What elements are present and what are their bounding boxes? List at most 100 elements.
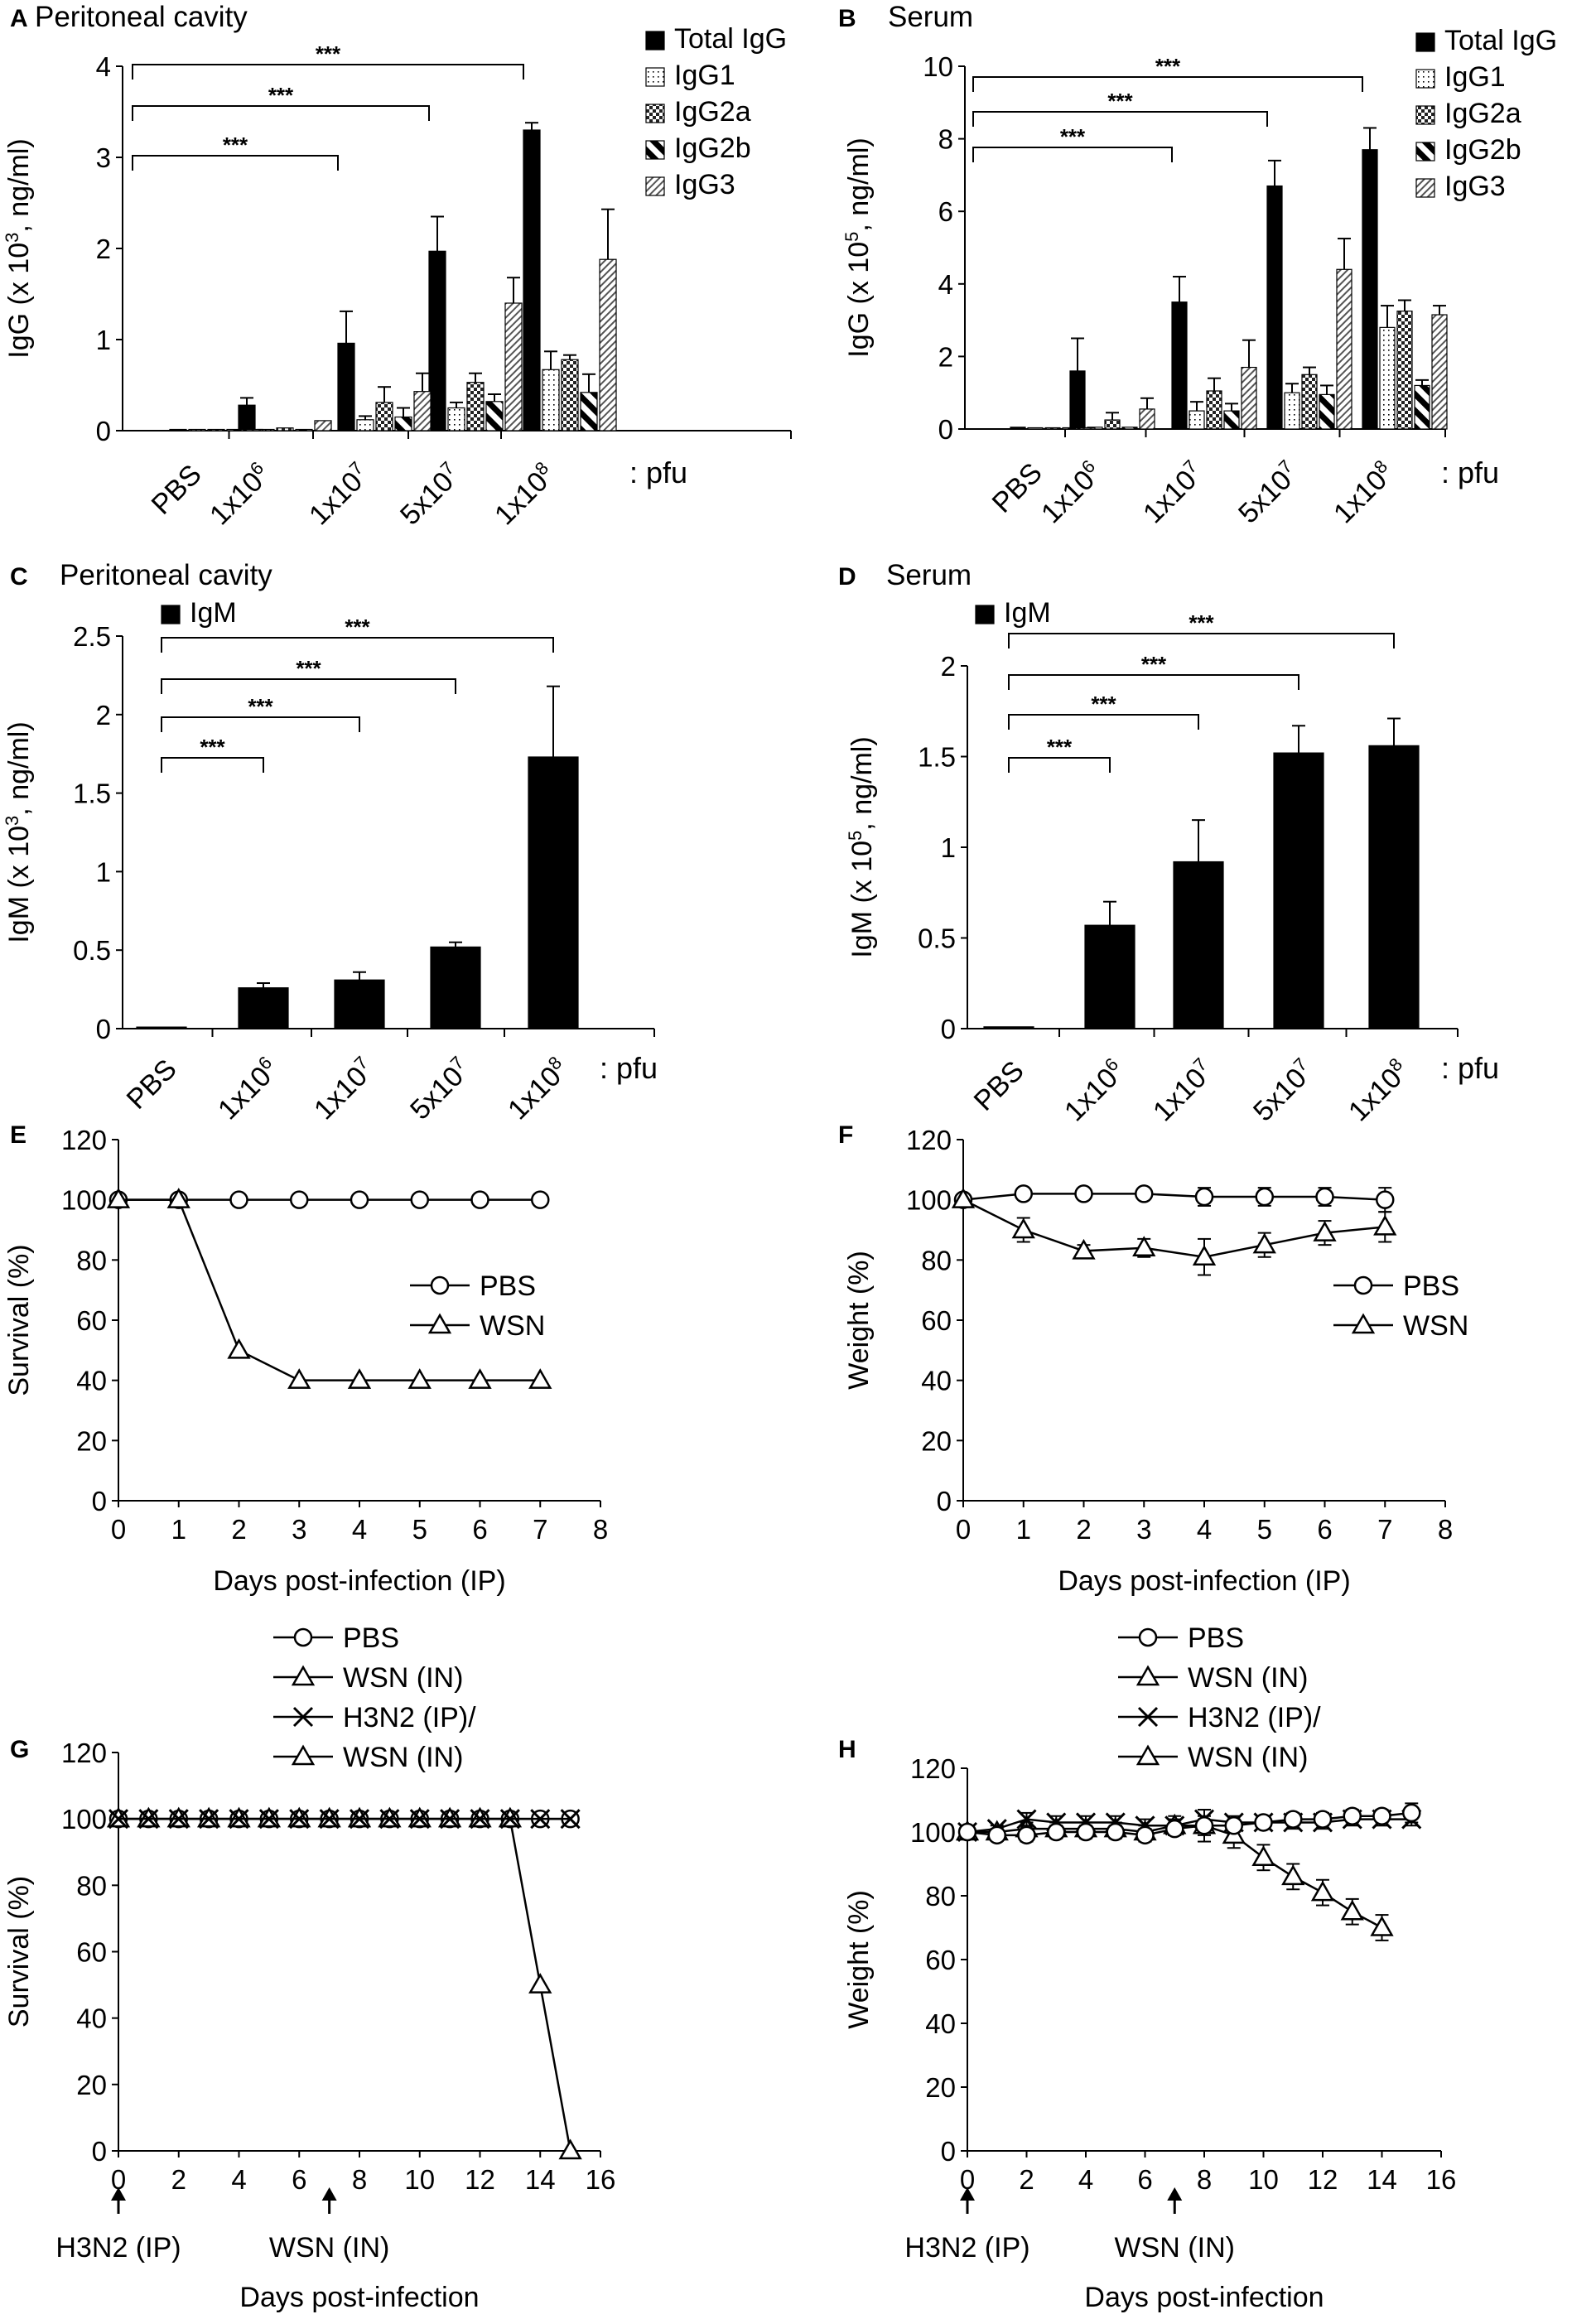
data-point bbox=[560, 1809, 581, 1830]
y-tick-label: 80 bbox=[925, 1881, 956, 1912]
bar bbox=[337, 342, 355, 431]
significance-bracket bbox=[132, 64, 524, 80]
data-point bbox=[957, 1822, 977, 1842]
bar bbox=[1104, 419, 1121, 430]
y-tick-label: 60 bbox=[921, 1305, 952, 1336]
y-axis-label: IgM (x 105, ng/ml) bbox=[845, 736, 879, 957]
significance-label: *** bbox=[1107, 89, 1133, 113]
y-tick-label: 100 bbox=[61, 1804, 107, 1834]
legend-label: WSN bbox=[1403, 1310, 1468, 1342]
data-point bbox=[291, 1744, 316, 1766]
y-tick-label: 2 bbox=[96, 234, 111, 264]
x-tick-label: 5 bbox=[412, 1514, 427, 1545]
data-point bbox=[108, 1809, 129, 1830]
category-label: 1x106 bbox=[202, 457, 276, 531]
category-label: PBS bbox=[968, 1055, 1030, 1117]
data-point bbox=[319, 1809, 340, 1830]
panel-label: E bbox=[10, 1121, 27, 1149]
y-tick-label: 120 bbox=[61, 1738, 107, 1768]
y-tick-label: 0 bbox=[941, 2136, 956, 2167]
data-point bbox=[1343, 1806, 1362, 1825]
significance-label: *** bbox=[345, 615, 370, 639]
x-tick-label: 12 bbox=[465, 2164, 495, 2195]
data-point bbox=[229, 1809, 249, 1830]
significance-label: *** bbox=[296, 656, 321, 681]
bar bbox=[136, 1026, 187, 1029]
bar bbox=[528, 756, 579, 1029]
legend-label: WSN (IN) bbox=[343, 1742, 463, 1773]
y-tick-label: 1.5 bbox=[73, 779, 111, 809]
data-point bbox=[528, 1973, 552, 1994]
y-tick-label: 0 bbox=[938, 414, 953, 445]
bar bbox=[169, 428, 187, 431]
data-point bbox=[289, 1809, 310, 1830]
x-tick-label: 0 bbox=[111, 1514, 126, 1545]
x-tick-label: 4 bbox=[231, 2164, 246, 2195]
panel-label: B bbox=[838, 5, 856, 32]
y-tick-label: 60 bbox=[76, 1305, 107, 1336]
y-tick-label: 40 bbox=[76, 2003, 107, 2034]
bar bbox=[1273, 752, 1324, 1029]
y-tick-label: 1.5 bbox=[918, 742, 956, 773]
series-line bbox=[967, 1811, 1412, 1837]
data-point bbox=[427, 1313, 452, 1334]
category-label: 1x106 bbox=[1034, 456, 1107, 529]
y-tick-label: 80 bbox=[76, 1245, 107, 1275]
treatment-label: H3N2 (IP) bbox=[904, 2232, 1029, 2264]
bar bbox=[245, 428, 263, 431]
legend-label: Total IgG bbox=[674, 23, 787, 55]
bar bbox=[413, 391, 432, 431]
y-tick-label: 100 bbox=[906, 1185, 952, 1216]
data-point bbox=[1340, 1899, 1364, 1921]
chart-panel-g: G 0 20 40 60 80 100 120 0 2 4 6 8 10 12 14 16 Survival (%… bbox=[3, 1622, 615, 2313]
legend-label: PBS bbox=[480, 1270, 536, 1302]
data-point bbox=[1192, 1245, 1217, 1266]
data-point bbox=[1072, 1238, 1096, 1260]
data-point bbox=[350, 1190, 369, 1209]
x-tick-label: 5 bbox=[1257, 1514, 1272, 1545]
legend-label: IgM bbox=[1004, 597, 1051, 629]
legend-label: IgG1 bbox=[1444, 61, 1506, 93]
significance-bracket bbox=[1008, 674, 1299, 690]
bar bbox=[314, 420, 332, 431]
category-label: 1x108 bbox=[487, 457, 561, 531]
legend-swatch bbox=[975, 605, 995, 624]
treatment-label: WSN (IN) bbox=[1115, 2232, 1235, 2264]
bar bbox=[1069, 370, 1086, 430]
series-line bbox=[118, 1198, 541, 1381]
data-point bbox=[1372, 1806, 1391, 1825]
chart-panel-d: D Serum 0 0.5 1 1.5 2 IgM (x 105, ng/ml) PBS 1x10… bbox=[838, 559, 1499, 1127]
bar bbox=[375, 402, 393, 431]
significance-label: *** bbox=[1047, 735, 1073, 759]
x-tick-label: 7 bbox=[1377, 1514, 1392, 1545]
x-tick-label: 2 bbox=[1019, 2164, 1034, 2195]
panel-label: D bbox=[838, 563, 856, 591]
x-axis-label: Days post-infection (IP) bbox=[213, 1565, 505, 1597]
significance-bracket bbox=[1008, 633, 1395, 648]
legend-label: IgG2b bbox=[1444, 134, 1521, 166]
bar bbox=[207, 428, 225, 431]
x-tick-label: 8 bbox=[352, 2164, 367, 2195]
y-tick-label: 20 bbox=[921, 1425, 952, 1456]
x-tick-label: 3 bbox=[1136, 1514, 1151, 1545]
legend-swatch bbox=[645, 140, 665, 160]
legend-swatch bbox=[1415, 105, 1435, 125]
data-point bbox=[1011, 1217, 1035, 1239]
y-tick-label: 0.5 bbox=[73, 935, 111, 966]
legend-swatch bbox=[1415, 178, 1435, 198]
x-tick-label: 8 bbox=[593, 1514, 608, 1545]
significance-label: *** bbox=[248, 694, 273, 719]
data-point bbox=[1373, 1214, 1397, 1236]
y-tick-label: 120 bbox=[61, 1125, 107, 1155]
x-tick-label: 0 bbox=[111, 2164, 126, 2195]
series-line bbox=[962, 1198, 1386, 1258]
data-point bbox=[468, 1368, 492, 1389]
legend-label: WSN (IN) bbox=[1188, 1742, 1308, 1773]
bar bbox=[561, 359, 579, 431]
bar bbox=[580, 392, 598, 431]
legend-label: IgM bbox=[190, 597, 237, 629]
significance-label: *** bbox=[1060, 124, 1086, 149]
y-tick-label: 1 bbox=[941, 832, 956, 863]
legend-label: IgG2b bbox=[674, 133, 751, 164]
data-point bbox=[166, 1188, 190, 1208]
